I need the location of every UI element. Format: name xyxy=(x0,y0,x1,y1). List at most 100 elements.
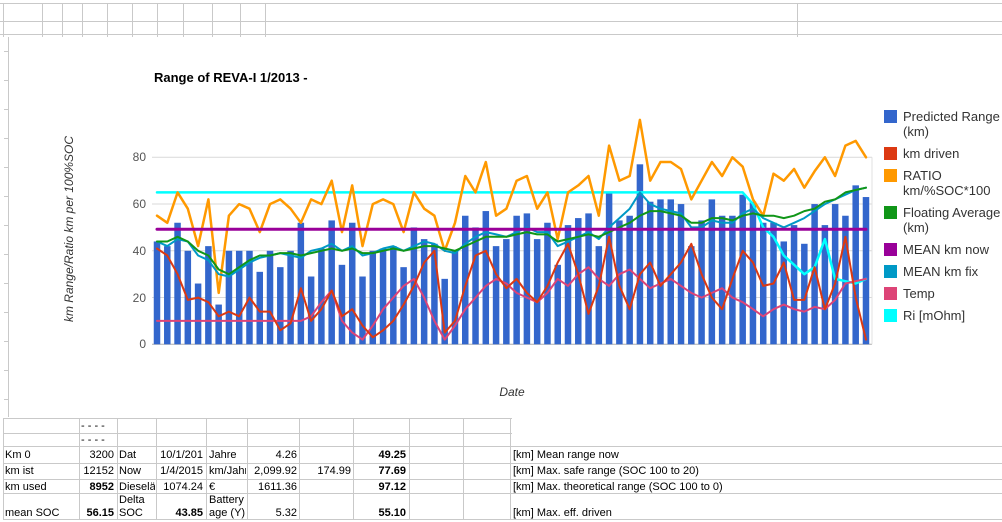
bar-predicted-range xyxy=(790,225,798,345)
row-gridline xyxy=(0,34,1002,35)
bar-predicted-range xyxy=(390,246,397,345)
row-gridline-stub xyxy=(4,312,9,313)
cell-r1c0[interactable]: km ist xyxy=(5,464,34,477)
bar-predicted-range xyxy=(359,276,366,345)
bar-predicted-range xyxy=(698,220,705,345)
cell-r1c8[interactable]: [km] Max. safe range (SOC 100 to 20) xyxy=(513,464,699,477)
column-gridline xyxy=(117,418,118,519)
column-gridline xyxy=(157,3,158,37)
cell-r0c8[interactable]: [km] Mean range now xyxy=(513,448,619,461)
cell-r0c7[interactable]: 49.25 xyxy=(378,448,406,461)
column-gridline xyxy=(3,3,4,37)
cell-r1c3[interactable]: 1/4/2015 xyxy=(160,464,203,477)
cell-r2c4[interactable]: € xyxy=(209,480,216,493)
cell-r3c4[interactable]: Battery age (Y) xyxy=(209,493,246,519)
cell-r0c5[interactable]: 4.26 xyxy=(275,448,297,461)
bar-predicted-range xyxy=(287,250,294,345)
y-tick-label: 40 xyxy=(132,243,146,258)
cell-r0c2[interactable]: Dat xyxy=(119,448,137,461)
legend-item-floating-average-km[interactable]: Floating Average (km) xyxy=(884,205,1002,235)
cell-r2c7[interactable]: 97.12 xyxy=(378,480,406,493)
bar-predicted-range xyxy=(174,222,181,345)
cell-r1c6[interactable]: 174.99 xyxy=(317,464,351,477)
legend-swatch-mean-km-fix xyxy=(884,265,897,278)
column-gridline xyxy=(42,3,43,37)
row-gridline-stub xyxy=(4,196,9,197)
bar-predicted-range xyxy=(441,278,448,345)
bar-predicted-range xyxy=(379,248,387,345)
bar-predicted-range xyxy=(708,199,716,345)
legend-label: MEAN km fix xyxy=(903,264,979,279)
column-gridline xyxy=(8,37,9,417)
cell-r0c1[interactable]: 3200 xyxy=(89,448,114,461)
legend-label: km driven xyxy=(903,146,960,161)
bar-predicted-range xyxy=(646,201,654,345)
cell-r1c2[interactable]: Now xyxy=(119,464,142,477)
column-gridline xyxy=(240,3,241,37)
legend-label: RATIO km/%SOC*100 xyxy=(903,168,991,198)
cell-r3c0[interactable]: mean SOC xyxy=(5,506,60,519)
row-gridline xyxy=(3,433,512,434)
bar-predicted-range xyxy=(451,250,459,345)
bar-predicted-range xyxy=(523,213,531,345)
cell-r0c3[interactable]: 10/1/201 xyxy=(160,448,203,461)
legend-label: Floating Average (km) xyxy=(903,205,1001,235)
legend-item-km-driven[interactable]: km driven xyxy=(884,146,1002,161)
cell-r0c4[interactable]: Jahre xyxy=(209,448,237,461)
bar-predicted-range xyxy=(739,194,746,345)
bar-predicted-range xyxy=(595,246,603,345)
row-gridline-stub xyxy=(4,109,9,110)
cell-r3c1[interactable]: 56.15 xyxy=(86,506,114,519)
column-gridline xyxy=(206,418,207,519)
legend-swatch-temp xyxy=(884,287,897,300)
cell-r2c8[interactable]: [km] Max. theoretical range (SOC 100 to … xyxy=(513,480,723,493)
cell-r2c1[interactable]: 8952 xyxy=(89,480,114,493)
cell-r3c7[interactable]: 55.10 xyxy=(378,506,406,519)
bar-predicted-range xyxy=(503,239,510,345)
bar-predicted-range xyxy=(462,215,469,345)
bar-predicted-range xyxy=(677,204,685,345)
column-gridline xyxy=(183,3,184,37)
legend-item-predicted-range-km[interactable]: Predicted Range (km) xyxy=(884,109,1002,139)
cell-r0c0[interactable]: Km 0 xyxy=(5,448,31,461)
legend-item-ratio-km-soc-100[interactable]: RATIO km/%SOC*100 xyxy=(884,168,1002,198)
column-gridline xyxy=(409,418,410,519)
bar-predicted-range xyxy=(492,246,500,345)
cell-r3c2[interactable]: Delta SOC xyxy=(119,493,145,519)
bar-predicted-range xyxy=(328,220,335,345)
cell-r2c2[interactable]: Dieselä xyxy=(119,480,155,493)
cell-r1c1[interactable]: 12152 xyxy=(83,464,114,477)
x-axis-title: Date xyxy=(499,385,525,399)
bar-predicted-range xyxy=(235,250,243,345)
cell-r1c7[interactable]: 77.69 xyxy=(378,464,406,477)
bar-predicted-range xyxy=(318,248,325,345)
legend-item-temp[interactable]: Temp xyxy=(884,286,1002,301)
legend-item-ri-mohm[interactable]: Ri [mOhm] xyxy=(884,308,1002,323)
column-gridline xyxy=(79,418,80,519)
cell-r2c5[interactable]: 1611.36 xyxy=(258,480,297,493)
column-gridline xyxy=(3,418,4,519)
bar-predicted-range xyxy=(811,204,818,345)
cell-dash-1[interactable]: - - - - xyxy=(81,434,105,446)
column-gridline xyxy=(797,3,798,37)
bar-predicted-range xyxy=(657,199,664,345)
legend-item-mean-km-now[interactable]: MEAN km now xyxy=(884,242,1002,257)
cell-r3c3[interactable]: 43.85 xyxy=(175,506,203,519)
cell-dash-0[interactable]: - - - - xyxy=(81,419,105,432)
bar-predicted-range xyxy=(821,225,829,345)
column-gridline xyxy=(463,418,464,519)
cell-r1c5[interactable]: 2,099.92 xyxy=(254,464,297,477)
cell-r1c4[interactable]: km/Jahr xyxy=(209,464,246,477)
cell-r3c5[interactable]: 5.32 xyxy=(275,506,297,519)
row-gridline-stub xyxy=(4,80,9,81)
line-ri-mohm- xyxy=(155,191,868,285)
cell-r2c0[interactable]: km used xyxy=(5,480,47,493)
legend-item-mean-km-fix[interactable]: MEAN km fix xyxy=(884,264,1002,279)
cell-r2c3[interactable]: 1074.24 xyxy=(163,480,203,493)
cell-r3c8[interactable]: [km] Max. eff. driven xyxy=(513,506,612,519)
row-gridline-stub xyxy=(4,370,9,371)
column-gridline xyxy=(212,3,213,37)
column-gridline xyxy=(265,3,266,37)
bar-predicted-range xyxy=(533,239,541,345)
